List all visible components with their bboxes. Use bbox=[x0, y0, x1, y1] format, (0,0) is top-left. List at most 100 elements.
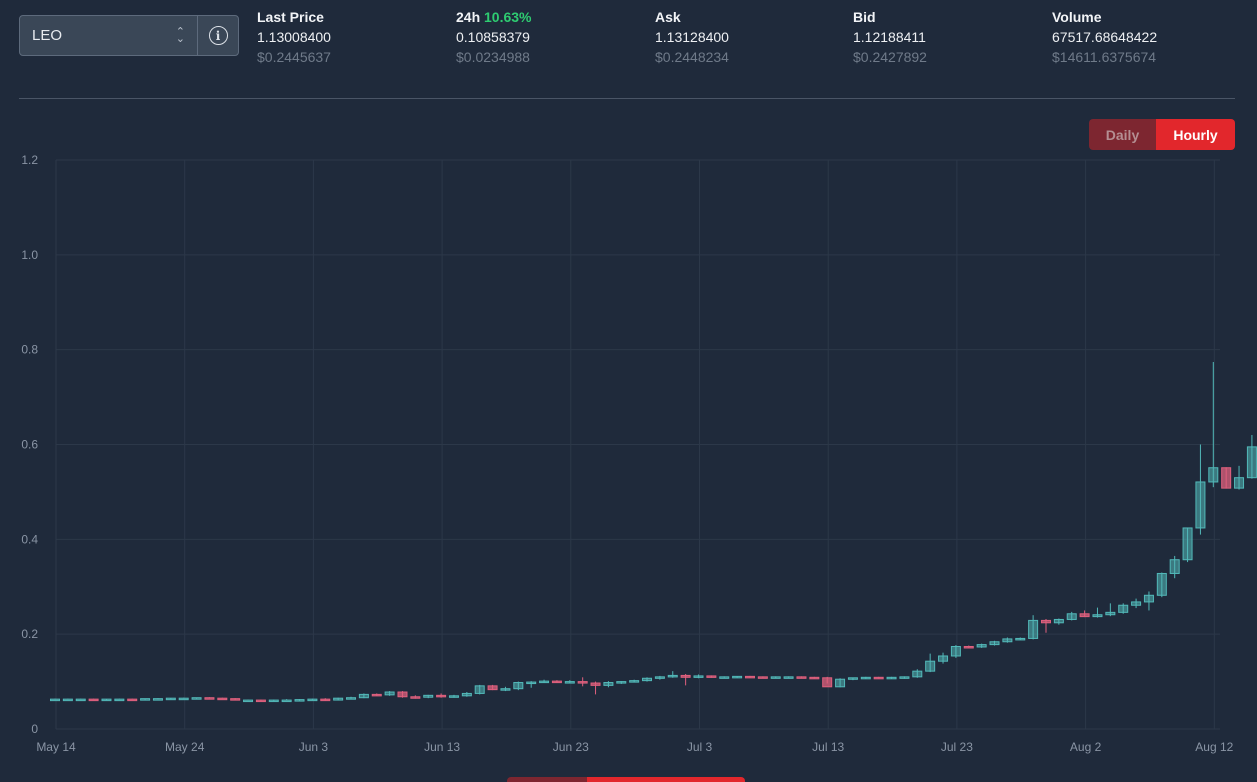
candle-body bbox=[50, 698, 60, 702]
candle-body bbox=[1053, 618, 1064, 624]
stat-label: Volume bbox=[1052, 9, 1102, 25]
candle-body bbox=[165, 697, 176, 701]
chevron-up-down-icon: ⌃ ⌄ bbox=[175, 25, 185, 45]
candle-body bbox=[938, 655, 949, 662]
candle-body bbox=[88, 698, 99, 702]
candle-body bbox=[410, 696, 421, 699]
change-percent: 10.63% bbox=[484, 9, 532, 25]
candle-body bbox=[590, 682, 601, 686]
stat-usd-value: $0.2445637 bbox=[257, 49, 331, 65]
stat-value: 1.13128400 bbox=[655, 29, 729, 45]
x-tick-label: Aug 12 bbox=[1195, 740, 1233, 754]
x-tick-label: Jun 3 bbox=[299, 740, 329, 754]
candle-body bbox=[1105, 611, 1116, 616]
stat-24h: 24h 10.63% 0.10858379 $0.0234988 bbox=[456, 7, 532, 67]
candle-body bbox=[75, 698, 86, 702]
y-tick-label: 0.6 bbox=[21, 438, 38, 452]
candle-body bbox=[539, 680, 550, 684]
candle-body bbox=[654, 676, 665, 679]
candle-body bbox=[127, 698, 138, 702]
x-tick-label: Jul 13 bbox=[812, 740, 844, 754]
stat-usd-value: $14611.6375674 bbox=[1052, 49, 1157, 65]
candle-body bbox=[976, 644, 987, 648]
candle-body bbox=[860, 676, 871, 680]
y-tick-label: 0.4 bbox=[21, 532, 38, 546]
y-tick-label: 1.0 bbox=[21, 248, 38, 262]
y-tick-label: 0.2 bbox=[21, 627, 38, 641]
candle-body bbox=[448, 695, 459, 698]
candle-body bbox=[526, 681, 537, 685]
x-tick-label: Aug 2 bbox=[1070, 740, 1102, 754]
info-icon: i bbox=[208, 26, 228, 45]
x-tick-label: Jul 23 bbox=[941, 740, 973, 754]
candle-body bbox=[886, 676, 897, 680]
bottom-tab-bar[interactable] bbox=[507, 777, 745, 782]
bottom-tab-left[interactable] bbox=[507, 777, 587, 782]
candle-body bbox=[358, 693, 369, 699]
candle-body bbox=[963, 645, 974, 649]
x-tick-label: Jul 3 bbox=[687, 740, 713, 754]
candle-body bbox=[1221, 467, 1232, 489]
x-tick-label: Jun 13 bbox=[424, 740, 460, 754]
stat-label: Bid bbox=[853, 9, 876, 25]
candle-body bbox=[384, 691, 395, 696]
stat-value: 1.12188411 bbox=[853, 29, 926, 45]
candle-body bbox=[1182, 527, 1193, 561]
stat-usd-value: $0.2427892 bbox=[853, 49, 927, 65]
candle-body bbox=[1002, 638, 1013, 643]
price-chart[interactable]: 0 0.2 0.4 0.6 0.8 1.0 1.2 May 14 May 24 Jun 3 Jun … bbox=[0, 150, 1257, 760]
x-tick-label: Jun 23 bbox=[553, 740, 589, 754]
candle-body bbox=[1092, 614, 1103, 618]
candle-body bbox=[423, 694, 434, 698]
candle-body bbox=[1028, 619, 1039, 639]
candle-body bbox=[178, 697, 189, 701]
candle-body bbox=[719, 676, 730, 679]
hourly-button[interactable]: Hourly bbox=[1156, 119, 1235, 150]
bottom-tab-right[interactable] bbox=[587, 777, 745, 782]
candle-body bbox=[1143, 594, 1154, 603]
candle-body bbox=[371, 693, 382, 697]
y-tick-label: 0.8 bbox=[21, 343, 38, 357]
candle-body bbox=[835, 678, 846, 688]
candle-body bbox=[487, 685, 498, 691]
stat-label: Last Price bbox=[257, 9, 324, 25]
info-button[interactable]: i bbox=[198, 16, 238, 55]
candle-body bbox=[564, 681, 575, 684]
candle-body bbox=[230, 698, 241, 701]
pair-selector[interactable]: LEO ⌃ ⌄ i bbox=[19, 15, 239, 56]
candle-body bbox=[1195, 481, 1206, 529]
candle-body bbox=[1131, 601, 1142, 606]
y-tick-label: 0 bbox=[31, 722, 38, 736]
daily-button[interactable]: Daily bbox=[1089, 119, 1156, 150]
candle-body bbox=[732, 675, 743, 679]
stat-value: 0.10858379 bbox=[456, 29, 530, 45]
candle-body bbox=[873, 676, 884, 680]
candle-body bbox=[204, 697, 215, 700]
candle-body bbox=[706, 675, 717, 678]
stat-bid: Bid 1.12188411 $0.2427892 bbox=[853, 7, 927, 67]
candle-body bbox=[950, 645, 961, 657]
candle-body bbox=[770, 676, 781, 679]
candle-body bbox=[268, 699, 279, 703]
candle-body bbox=[629, 680, 640, 683]
candle-body bbox=[899, 676, 910, 679]
candle-body bbox=[925, 660, 936, 672]
candle-body bbox=[281, 699, 292, 703]
candle-body bbox=[62, 698, 73, 702]
candle-body bbox=[436, 694, 447, 698]
candle-body bbox=[912, 670, 923, 678]
candle-body bbox=[217, 697, 228, 701]
header-divider bbox=[19, 98, 1235, 99]
candle-body bbox=[603, 682, 614, 686]
candle-body bbox=[243, 699, 254, 703]
candle-body bbox=[1066, 613, 1077, 620]
candle-body bbox=[847, 677, 858, 680]
x-tick-label: May 24 bbox=[165, 740, 205, 754]
candle-body bbox=[140, 698, 151, 701]
candle-body bbox=[320, 698, 331, 702]
pair-dropdown[interactable]: LEO ⌃ ⌄ bbox=[20, 16, 198, 55]
candle-body bbox=[1079, 613, 1090, 618]
candle-body bbox=[989, 641, 1000, 646]
candle-body bbox=[744, 675, 755, 679]
candle-body bbox=[255, 699, 266, 703]
